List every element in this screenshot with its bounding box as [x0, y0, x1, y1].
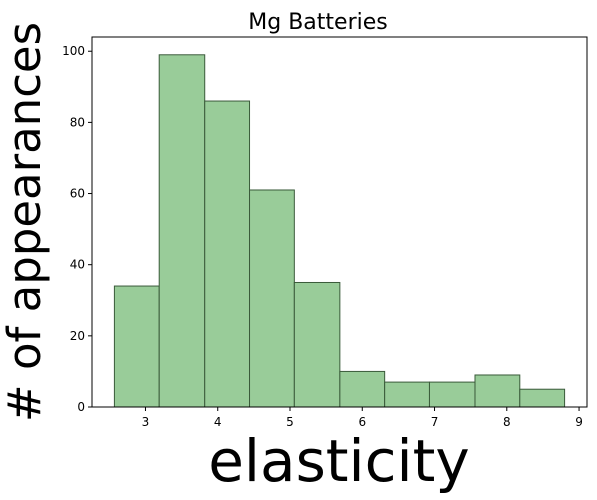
y-tick-label: 60	[70, 187, 85, 201]
y-tick-label: 20	[70, 329, 85, 343]
x-tick-label: 6	[358, 415, 366, 429]
y-axis-label: # of appearances	[0, 22, 51, 422]
histogram-bar-8	[428, 381, 476, 408]
y-tick-label: 100	[62, 44, 85, 58]
x-tick-label: 3	[142, 415, 150, 429]
plot-frame	[91, 36, 588, 408]
histogram-bar-9	[474, 374, 521, 408]
y-tick-label: 0	[77, 400, 85, 414]
x-tick-label: 7	[431, 415, 439, 429]
x-axis-ticks: 3 4 5 6 7 8 9	[142, 407, 583, 429]
bars-group	[113, 54, 566, 408]
chart-title: Mg Batteries	[248, 10, 387, 35]
x-tick-label: 5	[286, 415, 294, 429]
histogram-bar-10	[519, 388, 566, 408]
histogram-bar-3	[204, 100, 251, 408]
y-tick-label: 80	[70, 115, 85, 129]
histogram-bar-5	[293, 281, 341, 408]
x-tick-label: 4	[214, 415, 222, 429]
x-tick-label: 8	[503, 415, 511, 429]
histogram-bar-6	[339, 370, 386, 408]
histogram-bar-4	[249, 189, 295, 408]
histogram-bar-1	[113, 285, 160, 408]
histogram-bar-2	[158, 54, 206, 408]
x-tick-label: 9	[575, 415, 583, 429]
y-tick-label: 40	[70, 258, 85, 272]
y-axis-ticks: 0 20 40 60 80 100	[62, 44, 92, 414]
x-axis-label: elasticity	[208, 427, 469, 495]
histogram-bar-7	[384, 381, 430, 408]
